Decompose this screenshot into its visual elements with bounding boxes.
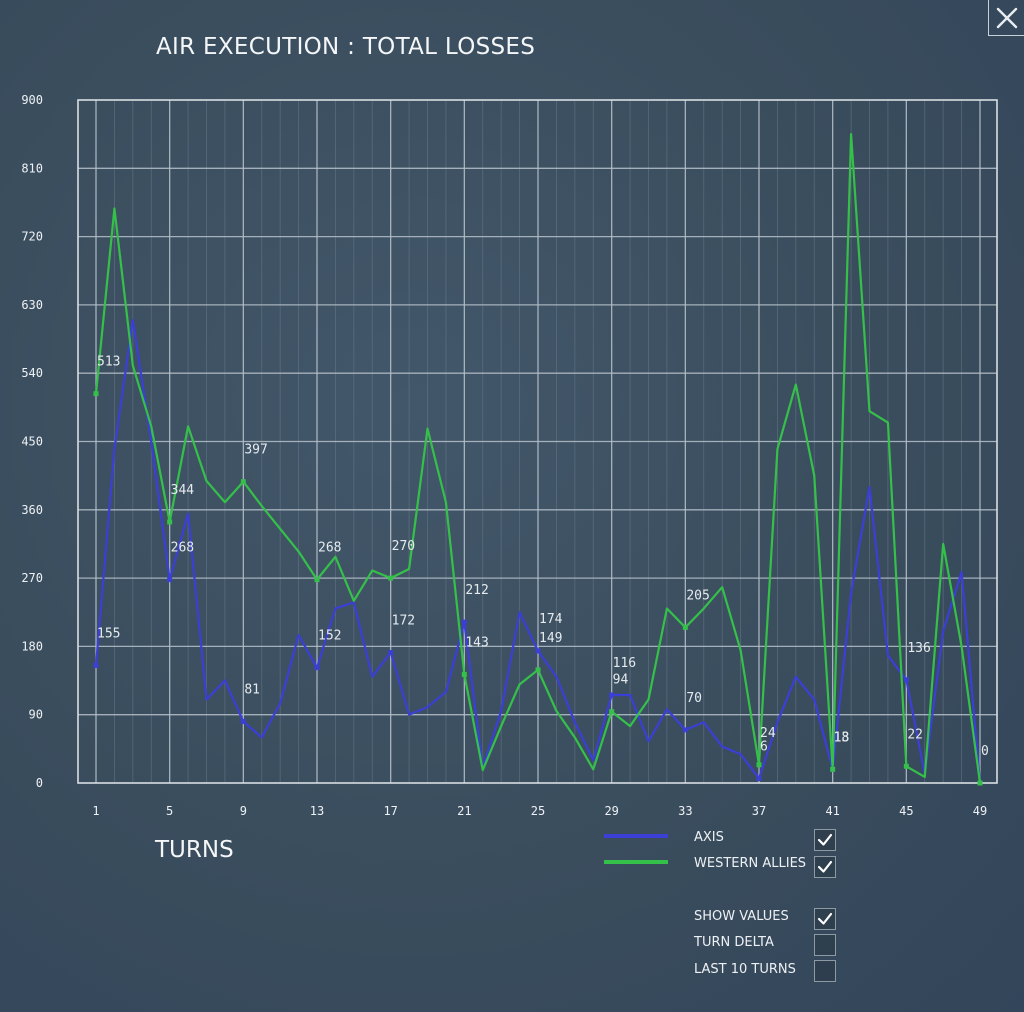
x-tick-label: 25 (531, 804, 545, 818)
series-points (93, 391, 983, 786)
value-label: 174 (539, 612, 563, 627)
data-point (461, 671, 467, 677)
data-point (240, 479, 246, 485)
y-tick-label: 90 (29, 708, 43, 722)
value-label: 143 (465, 635, 488, 650)
legend-label-western-allies: WESTERN ALLIES (694, 856, 807, 871)
data-point (167, 577, 173, 583)
value-label: 270 (392, 539, 415, 554)
y-tick-label: 630 (21, 298, 43, 312)
x-tick-label: 21 (457, 804, 471, 818)
data-point (682, 624, 688, 630)
data-point (314, 577, 320, 583)
legend-swatch-axis (604, 834, 668, 838)
legend-label-axis: AXIS (694, 830, 724, 845)
value-label: 116 (613, 656, 636, 671)
chart-title: AIR EXECUTION : TOTAL LOSSES (156, 34, 536, 60)
turn-delta-checkbox[interactable] (814, 934, 836, 956)
data-point (93, 662, 99, 668)
value-label: 70 (686, 691, 702, 706)
value-label: 212 (465, 583, 488, 598)
value-label: 94 (613, 673, 629, 688)
major-gridlines (78, 100, 997, 783)
data-point (93, 391, 99, 397)
y-tick-label: 450 (21, 435, 43, 449)
last-10-turns-checkbox[interactable] (814, 960, 836, 982)
x-tick-label: 29 (604, 804, 618, 818)
y-tick-label: 540 (21, 366, 43, 380)
x-tick-label: 17 (383, 804, 397, 818)
x-tick-label: 9 (240, 804, 247, 818)
x-tick-label: 33 (678, 804, 692, 818)
data-point (167, 519, 173, 525)
close-button[interactable] (988, 0, 1024, 36)
data-point (461, 619, 467, 625)
x-tick-label: 13 (310, 804, 324, 818)
data-point (682, 727, 688, 733)
y-axis-ticks: 0 90 180 270 360 450 540 630 720 810 900 (21, 93, 43, 790)
checkmark-icon (817, 833, 833, 846)
y-tick-label: 180 (21, 639, 43, 653)
y-tick-label: 360 (21, 503, 43, 517)
plot-frame (77, 99, 998, 784)
value-label: 22 (907, 727, 923, 742)
x-tick-label: 41 (825, 804, 839, 818)
close-icon (996, 7, 1017, 28)
data-point (756, 775, 762, 781)
show-values-label: SHOW VALUES (694, 909, 789, 924)
x-tick-label: 1 (92, 804, 99, 818)
data-point (903, 677, 909, 683)
data-point (535, 667, 541, 673)
data-point (609, 692, 615, 698)
value-label: 13 (834, 730, 850, 745)
value-label: 18 (834, 730, 850, 745)
data-point (535, 648, 541, 654)
data-point (977, 780, 983, 786)
value-label: 513 (97, 355, 120, 370)
value-label: 81 (244, 683, 260, 698)
value-labels: 513 155 344 268 397 81 268 152 270 172 212 143 174 14… (97, 355, 989, 759)
value-label: 397 (244, 443, 267, 458)
value-label: 155 (97, 626, 120, 641)
value-label: 0 (981, 744, 989, 759)
x-tick-label: 5 (166, 804, 173, 818)
data-point (314, 665, 320, 671)
x-tick-label: 45 (899, 804, 913, 818)
western-allies-visibility-checkbox[interactable] (814, 856, 836, 878)
x-axis-ticks: 1 5 9 13 17 21 25 29 33 37 41 45 49 (92, 804, 987, 818)
last-10-turns-label: LAST 10 TURNS (694, 962, 796, 977)
checkmark-icon (817, 860, 833, 873)
x-tick-label: 49 (973, 804, 987, 818)
data-point (388, 649, 394, 655)
x-axis-title: TURNS (155, 837, 234, 863)
y-tick-label: 900 (21, 93, 43, 107)
value-label: 344 (171, 483, 195, 498)
turn-delta-label: TURN DELTA (694, 935, 774, 950)
x-tick-label: 37 (752, 804, 766, 818)
value-label: 205 (686, 588, 709, 603)
data-point (388, 575, 394, 581)
y-tick-label: 720 (21, 230, 43, 244)
legend-swatch-western-allies (604, 860, 668, 864)
data-point (830, 766, 836, 772)
data-point (903, 763, 909, 769)
show-values-checkbox[interactable] (814, 908, 836, 930)
value-label: 136 (907, 641, 930, 656)
value-label: 6 (760, 739, 768, 754)
y-tick-label: 270 (21, 571, 43, 585)
checkmark-icon (817, 912, 833, 925)
data-point (240, 719, 246, 725)
value-label: 152 (318, 629, 341, 644)
axis-visibility-checkbox[interactable] (814, 829, 836, 851)
data-point (756, 762, 762, 768)
value-label: 149 (539, 631, 562, 646)
value-label: 268 (318, 541, 341, 556)
data-point (609, 709, 615, 715)
value-label: 24 (760, 726, 776, 741)
y-tick-label: 810 (21, 161, 43, 175)
value-label: 268 (171, 541, 194, 556)
y-tick-label: 0 (36, 776, 43, 790)
value-label: 172 (392, 613, 415, 628)
